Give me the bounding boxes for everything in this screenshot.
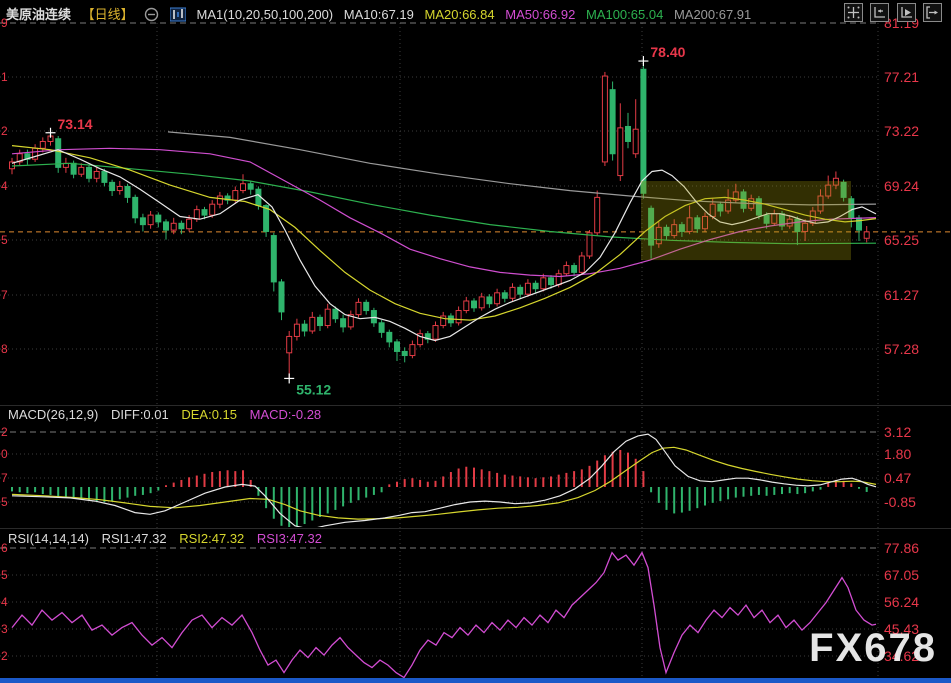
price-annotation: 78.40	[650, 44, 685, 60]
svg-text:5: 5	[1, 233, 8, 247]
svg-text:-0.85: -0.85	[884, 494, 916, 510]
svg-text:0: 0	[1, 447, 8, 461]
svg-text:5: 5	[1, 495, 8, 509]
ma100-value: MA100:65.04	[585, 7, 664, 22]
svg-text:34.62: 34.62	[884, 648, 919, 664]
chart-toolbar	[841, 3, 943, 22]
top-bar: 美原油连续 【日线】 MA1(10,20,50,100,200) MA10:67…	[6, 4, 758, 25]
svg-text:3: 3	[1, 622, 8, 636]
rsi-params-label[interactable]: RSI(14,14,14)	[8, 531, 89, 546]
svg-text:56.24: 56.24	[884, 594, 919, 610]
price-annotation: 73.14	[58, 116, 93, 132]
svg-text:2: 2	[1, 124, 8, 138]
svg-text:1.80: 1.80	[884, 446, 911, 462]
svg-text:7: 7	[1, 288, 8, 302]
svg-text:4: 4	[1, 179, 8, 193]
axis-compress-icon[interactable]	[870, 3, 890, 22]
svg-text:8: 8	[1, 342, 8, 356]
ma10-value: MA10:67.19	[343, 7, 414, 22]
bottom-blue-bar	[0, 678, 951, 683]
jump-latest-icon[interactable]	[923, 3, 943, 22]
macd-layer	[11, 433, 877, 527]
axis-expand-icon[interactable]	[896, 3, 916, 22]
ma50-value: MA50:66.92	[505, 7, 576, 22]
settings-icon[interactable]	[144, 7, 159, 25]
svg-text:6: 6	[1, 541, 8, 555]
svg-text:67.05: 67.05	[884, 567, 919, 583]
svg-text:61.27: 61.27	[884, 287, 919, 303]
svg-text:57.28: 57.28	[884, 341, 919, 357]
svg-text:0.47: 0.47	[884, 470, 911, 486]
macd-params-label[interactable]: MACD(26,12,9)	[8, 407, 99, 422]
ma20-value: MA20:66.84	[424, 7, 495, 22]
svg-text:3.12: 3.12	[884, 424, 911, 440]
svg-text:1: 1	[1, 70, 8, 84]
rsi1-value: RSI1:47.32	[101, 531, 167, 546]
svg-text:2: 2	[1, 425, 8, 439]
pan-icon[interactable]	[844, 3, 863, 22]
macd-dea-value: DEA:0.15	[181, 407, 238, 422]
price-annotation: 55.12	[296, 381, 331, 397]
macd-value: MACD:-0.28	[249, 407, 322, 422]
rsi-pane-header: RSI(14,14,14) RSI1:47.32 RSI2:47.32 RSI3…	[8, 531, 331, 546]
svg-text:4: 4	[1, 595, 8, 609]
svg-text:73.22: 73.22	[884, 123, 919, 139]
svg-text:77.21: 77.21	[884, 69, 919, 85]
svg-text:2: 2	[1, 649, 8, 663]
ma-params-label[interactable]: MA1(10,20,50,100,200)	[196, 7, 334, 22]
chart-type-icon[interactable]	[169, 7, 187, 25]
rsi-layer	[11, 551, 877, 678]
grid-layer: 81.19977.21173.22269.24465.25561.27757.2…	[0, 15, 919, 678]
rsi2-value: RSI2:47.32	[179, 531, 245, 546]
macd-diff-value: DIFF:0.01	[110, 407, 169, 422]
svg-text:69.24: 69.24	[884, 178, 919, 194]
svg-text:65.25: 65.25	[884, 232, 919, 248]
macd-pane-header: MACD(26,12,9) DIFF:0.01 DEA:0.15 MACD:-0…	[8, 407, 330, 422]
svg-text:9: 9	[1, 16, 8, 30]
symbol-title: 美原油连续	[6, 7, 72, 22]
consolidation-highlight-box	[641, 181, 851, 261]
rsi3-value: RSI3:47.32	[256, 531, 322, 546]
watermark: FX678	[809, 626, 937, 670]
ma-lines-layer	[11, 131, 877, 342]
svg-text:77.86: 77.86	[884, 540, 919, 556]
svg-text:45.43: 45.43	[884, 621, 919, 637]
period-label[interactable]: 【日线】	[81, 7, 134, 22]
svg-text:5: 5	[1, 568, 8, 582]
ma200-value: MA200:67.91	[673, 7, 752, 22]
svg-text:7: 7	[1, 471, 8, 485]
